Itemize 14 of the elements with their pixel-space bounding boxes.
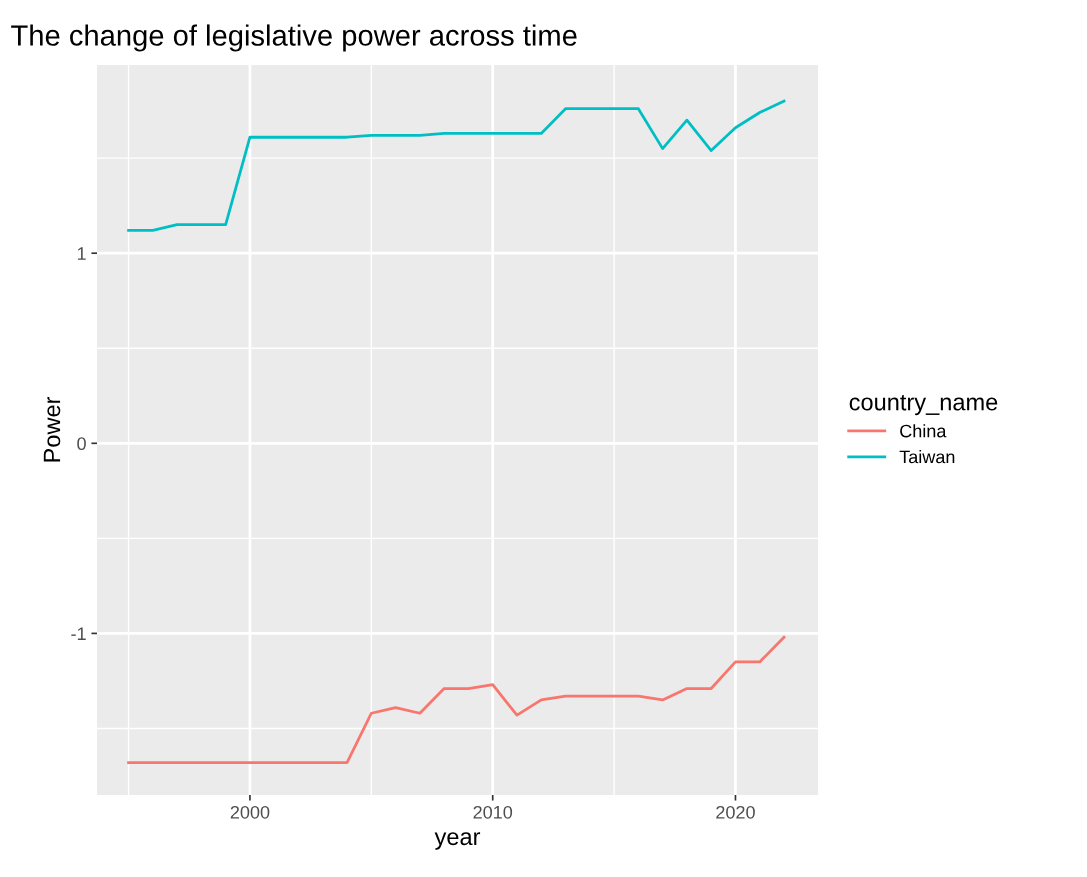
y-tick-label: 1: [77, 247, 86, 260]
legend-label: Taiwan: [899, 450, 955, 464]
y-tick-label: -1: [71, 627, 86, 640]
y-axis-title: Power: [43, 396, 61, 462]
y-tick-label: 0: [77, 437, 86, 451]
line-series: [127, 99, 786, 232]
legend-title: country_name: [849, 394, 998, 416]
chart-title: The change of legislative power across time: [11, 24, 577, 52]
legend-label: China: [900, 424, 947, 438]
x-axis-title: year: [434, 832, 481, 850]
x-tick-label: 2010: [473, 805, 513, 819]
x-tick-label: 2000: [230, 805, 270, 819]
line-series: [127, 635, 786, 765]
x-tick-label: 2020: [716, 805, 755, 819]
